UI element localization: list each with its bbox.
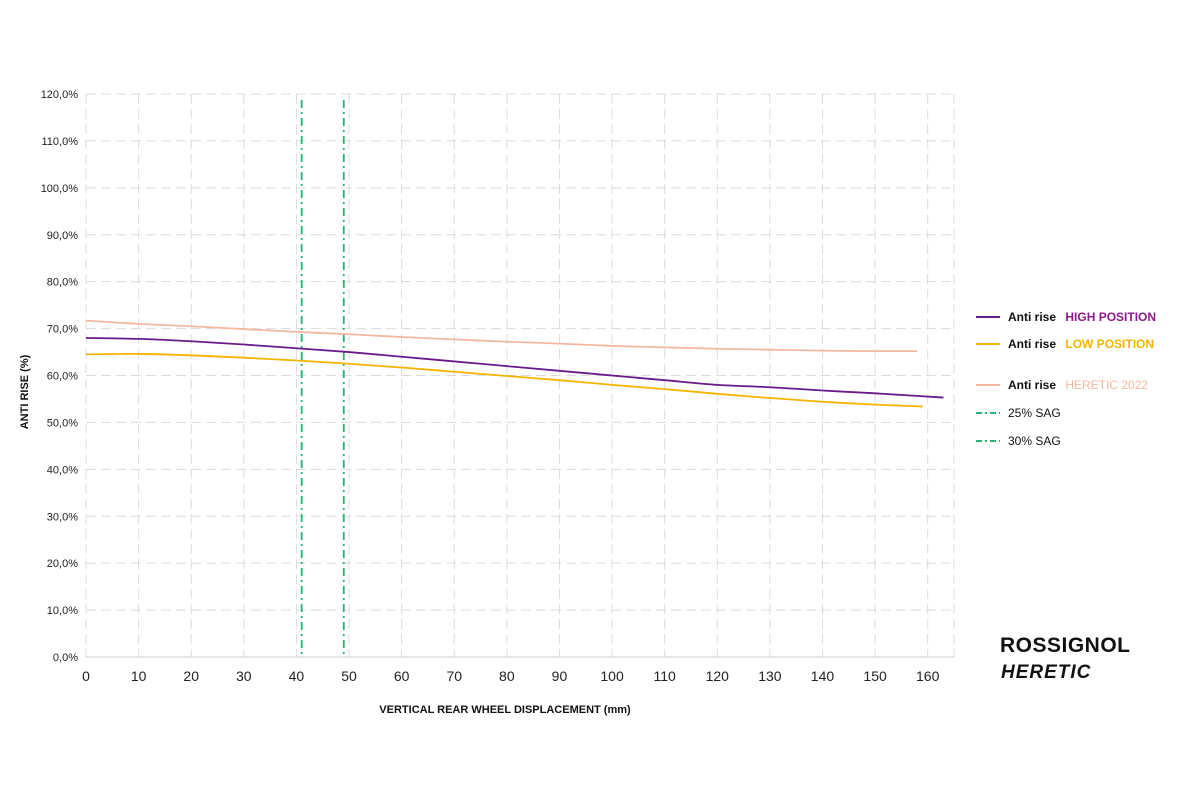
legend-tag-2022: HERETIC 2022 bbox=[1065, 378, 1148, 392]
y-tick-label: 10,0% bbox=[47, 605, 78, 617]
brand-subtitle: HERETIC bbox=[1001, 662, 1091, 683]
y-axis-title: ANTI RISE (%) bbox=[19, 354, 31, 429]
legend-label-sag25: 25% SAG bbox=[1008, 406, 1061, 420]
legend: Anti rise HIGH POSITION Anti rise LOW PO… bbox=[976, 310, 1156, 448]
x-tick-label: 70 bbox=[446, 668, 462, 684]
y-axis-ticks: 0,0% 10,0% 20,0% 30,0% 40,0% 50,0% 60,0% 70,0% 8… bbox=[41, 89, 79, 664]
series-line bbox=[85, 337, 944, 399]
y-tick-label: 60,0% bbox=[47, 371, 78, 383]
x-tick-label: 0 bbox=[82, 668, 90, 684]
y-tick-label: 80,0% bbox=[47, 277, 78, 289]
legend-item-high: Anti rise HIGH POSITION bbox=[1008, 310, 1156, 324]
legend-tag-low: LOW POSITION bbox=[1065, 337, 1154, 351]
x-tick-label: 30 bbox=[236, 668, 252, 684]
grid bbox=[85, 93, 955, 658]
y-tick-label: 100,0% bbox=[41, 183, 79, 195]
x-tick-label: 90 bbox=[552, 668, 568, 684]
legend-label-2022: Anti rise bbox=[1008, 378, 1056, 392]
legend-label-low: Anti rise bbox=[1008, 337, 1056, 351]
x-axis-ticks: 0 10 20 30 40 50 60 70 80 90 100 110 120 130 140 150 160 bbox=[82, 668, 939, 684]
y-tick-label: 20,0% bbox=[47, 558, 78, 570]
y-tick-label: 40,0% bbox=[47, 464, 78, 476]
x-tick-label: 150 bbox=[863, 668, 887, 684]
x-tick-label: 120 bbox=[706, 668, 730, 684]
y-tick-label: 90,0% bbox=[47, 230, 78, 242]
series-line bbox=[85, 352, 923, 408]
brand-name: ROSSIGNOL bbox=[1000, 634, 1131, 657]
x-tick-label: 110 bbox=[654, 668, 677, 684]
x-tick-label: 130 bbox=[758, 668, 782, 684]
sag-reference-lines bbox=[300, 100, 345, 657]
x-tick-label: 20 bbox=[183, 668, 199, 684]
legend-label-high: Anti rise bbox=[1008, 310, 1056, 324]
y-tick-label: 50,0% bbox=[47, 417, 78, 429]
legend-item-low: Anti rise LOW POSITION bbox=[1008, 337, 1154, 351]
x-tick-label: 50 bbox=[341, 668, 357, 684]
y-tick-label: 70,0% bbox=[47, 324, 78, 336]
series-lines bbox=[85, 319, 944, 408]
y-tick-label: 30,0% bbox=[47, 511, 78, 523]
y-tick-label: 120,0% bbox=[41, 89, 79, 101]
x-tick-label: 100 bbox=[600, 668, 624, 684]
x-tick-label: 80 bbox=[499, 668, 515, 684]
legend-label-sag30: 30% SAG bbox=[1008, 434, 1061, 448]
x-tick-label: 10 bbox=[131, 668, 147, 684]
x-tick-label: 160 bbox=[916, 668, 940, 684]
x-tick-label: 140 bbox=[811, 668, 835, 684]
x-axis-title: VERTICAL REAR WHEEL DISPLACEMENT (mm) bbox=[379, 704, 631, 716]
y-tick-label: 0,0% bbox=[53, 652, 78, 664]
legend-item-2022: Anti rise HERETIC 2022 bbox=[1008, 378, 1148, 392]
legend-tag-high: HIGH POSITION bbox=[1065, 310, 1156, 324]
x-tick-label: 40 bbox=[289, 668, 305, 684]
series-line bbox=[85, 319, 918, 353]
y-tick-label: 110,0% bbox=[42, 136, 79, 148]
brand-logo: ROSSIGNOL HERETIC bbox=[1000, 634, 1131, 683]
x-tick-label: 60 bbox=[394, 668, 410, 684]
